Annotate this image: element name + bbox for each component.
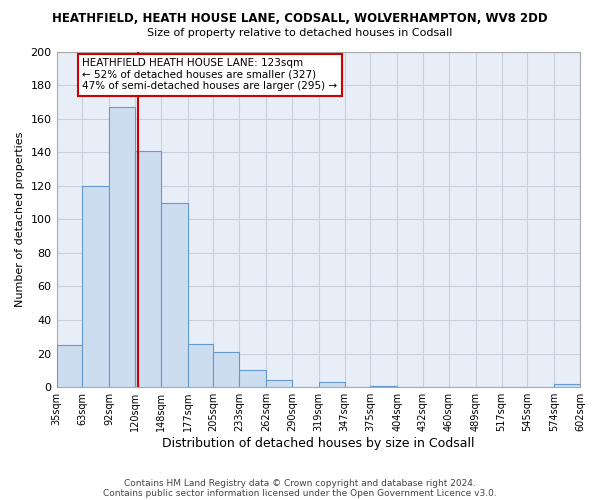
Bar: [82, 186, 109, 387]
Bar: [554, 384, 580, 387]
Bar: [266, 380, 292, 387]
X-axis label: Distribution of detached houses by size in Codsall: Distribution of detached houses by size …: [162, 437, 475, 450]
Bar: [135, 150, 161, 387]
Y-axis label: Number of detached properties: Number of detached properties: [15, 132, 25, 307]
Bar: [214, 352, 239, 387]
Text: Contains HM Land Registry data © Crown copyright and database right 2024.: Contains HM Land Registry data © Crown c…: [124, 478, 476, 488]
Bar: [239, 370, 266, 387]
Bar: [370, 386, 397, 387]
Text: HEATHFIELD HEATH HOUSE LANE: 123sqm
← 52% of detached houses are smaller (327)
4: HEATHFIELD HEATH HOUSE LANE: 123sqm ← 52…: [82, 58, 338, 92]
Text: Size of property relative to detached houses in Codsall: Size of property relative to detached ho…: [148, 28, 452, 38]
Bar: [56, 345, 82, 387]
Bar: [319, 382, 344, 387]
Text: HEATHFIELD, HEATH HOUSE LANE, CODSALL, WOLVERHAMPTON, WV8 2DD: HEATHFIELD, HEATH HOUSE LANE, CODSALL, W…: [52, 12, 548, 26]
Bar: [161, 202, 188, 387]
Bar: [188, 344, 214, 387]
Text: Contains public sector information licensed under the Open Government Licence v3: Contains public sector information licen…: [103, 488, 497, 498]
Bar: [109, 107, 135, 387]
